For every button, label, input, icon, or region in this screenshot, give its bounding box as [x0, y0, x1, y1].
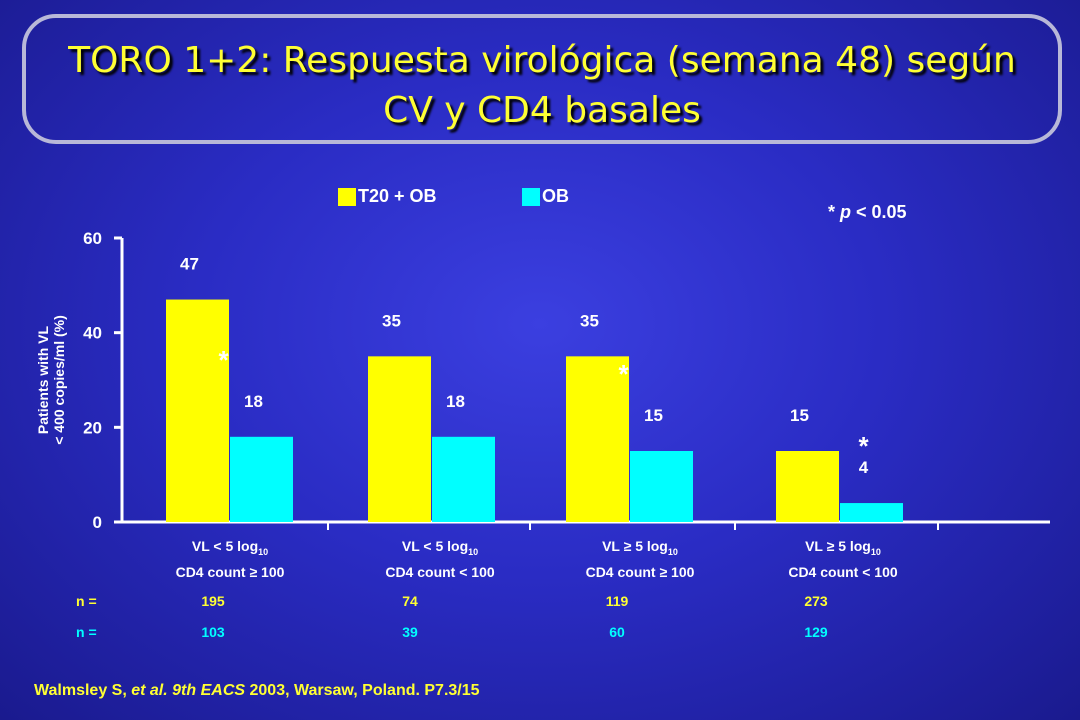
- category-label: VL ≥ 5 log10 CD4 count < 100: [743, 536, 943, 582]
- n-label: n =: [76, 624, 97, 640]
- y-tick-label: 20: [83, 418, 102, 437]
- title-frame: [22, 14, 1062, 144]
- category-line-1: VL ≥ 5 log10: [602, 538, 678, 557]
- y-tick-label: 0: [93, 513, 102, 532]
- significance-mark: *: [858, 431, 869, 461]
- bar-t20: [166, 299, 229, 522]
- bar-ob: [432, 436, 495, 522]
- legend-item-ob: OB: [522, 186, 569, 207]
- slide-title: TORO 1+2: Respuesta virológica (semana 4…: [22, 36, 1062, 136]
- data-label: 4: [859, 458, 869, 477]
- title-line-1: TORO 1+2: Respuesta virológica (semana 4…: [68, 40, 1016, 81]
- category-label: VL ≥ 5 log10 CD4 count ≥ 100: [540, 536, 740, 582]
- category-line-2: CD4 count ≥ 100: [585, 563, 695, 580]
- y-tick-label: 40: [83, 324, 102, 343]
- bar-ob: [230, 436, 293, 522]
- legend-item-t20: T20 + OB: [338, 186, 437, 207]
- ref-author: Walmsley S,: [34, 682, 132, 699]
- category-line-2: CD4 count < 100: [788, 563, 898, 580]
- p-note-mark: *: [828, 202, 841, 222]
- category-line-1: VL ≥ 5 log10: [805, 538, 881, 557]
- n-value: 273: [804, 593, 828, 609]
- data-label: 47: [180, 255, 199, 274]
- ref-etal: et al. 9th EACS: [131, 682, 246, 699]
- bar-t20: [566, 356, 629, 522]
- y-tick-label: 60: [83, 229, 102, 248]
- significance-mark: *: [618, 359, 629, 389]
- n-value: 39: [402, 624, 418, 640]
- bar-ob: [840, 503, 903, 522]
- n-value: 119: [605, 593, 629, 609]
- category-line-1: VL < 5 log10: [401, 538, 479, 557]
- bar-t20: [776, 451, 839, 522]
- ref-rest: 2003, Warsaw, Poland. P7.3/15: [245, 682, 480, 699]
- legend-label-t20: T20 + OB: [358, 186, 437, 206]
- n-value: 195: [201, 593, 225, 609]
- n-value: 60: [609, 624, 625, 640]
- data-label: 35: [580, 311, 599, 330]
- data-label: 35: [382, 311, 401, 330]
- n-label: n =: [76, 593, 97, 609]
- p-value-note: * p < 0.05: [828, 202, 907, 223]
- category-label: VL < 5 log10 CD4 count < 100: [340, 536, 540, 582]
- bar-ob: [630, 451, 693, 522]
- p-note-p: p: [840, 202, 852, 222]
- data-label: 18: [244, 392, 263, 411]
- category-line-1: VL < 5 log10: [191, 538, 269, 557]
- bar-t20: [368, 356, 431, 522]
- title-line-2: CV y CD4 basales: [383, 90, 701, 131]
- legend-label-ob: OB: [542, 186, 569, 206]
- legend-swatch-t20: [338, 187, 356, 206]
- data-label: 18: [446, 392, 465, 411]
- n-value: 129: [804, 624, 828, 640]
- y-axis-label: Patients with VL< 400 copies/ml (%): [35, 315, 67, 445]
- n-value: 103: [201, 624, 225, 640]
- significance-mark: *: [218, 345, 229, 375]
- category-line-2: CD4 count ≥ 100: [175, 563, 285, 580]
- reference: Walmsley S, et al. 9th EACS 2003, Warsaw…: [34, 682, 480, 700]
- data-label: 15: [790, 406, 809, 425]
- p-note-rest: < 0.05: [851, 202, 907, 222]
- n-value: 74: [402, 593, 418, 609]
- legend-swatch-ob: [522, 187, 540, 206]
- category-label: VL < 5 log10 CD4 count ≥ 100: [130, 536, 330, 582]
- data-label: 15: [644, 406, 663, 425]
- category-line-2: CD4 count < 100: [385, 563, 495, 580]
